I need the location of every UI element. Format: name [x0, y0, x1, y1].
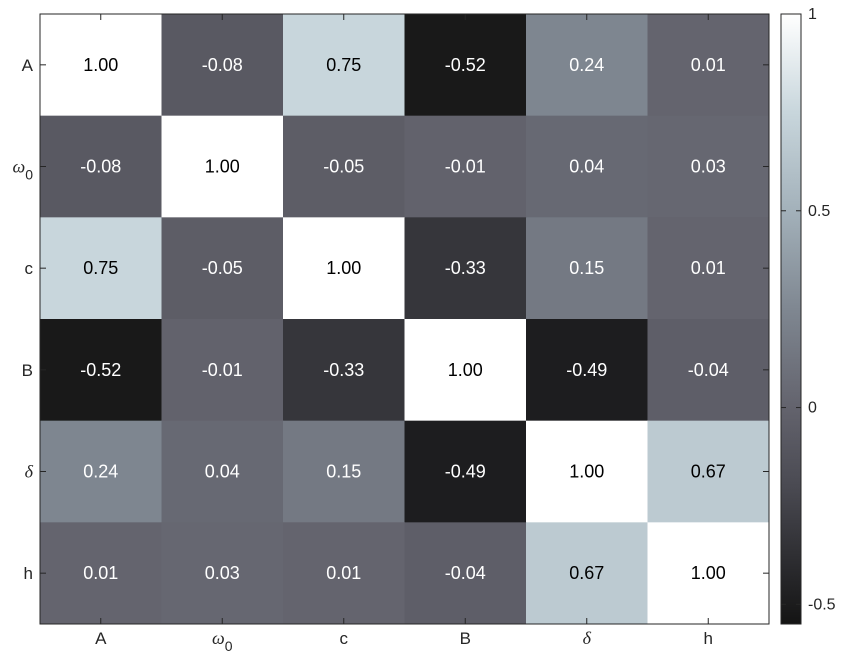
- cell-value-label: 0.01: [83, 563, 118, 583]
- cell-value-label: 0.01: [326, 563, 361, 583]
- cell-value-label: -0.05: [202, 258, 243, 278]
- heatmap-cell: [526, 420, 648, 523]
- colorbar-tick-label: 0.5: [808, 203, 830, 220]
- heatmap-cell: [161, 420, 284, 523]
- cell-value-label: 1.00: [205, 157, 240, 177]
- cell-value-label: -0.01: [445, 157, 486, 177]
- heatmap-cell: [161, 217, 284, 320]
- heatmap-cell: [526, 115, 648, 218]
- cell-value-label: 0.24: [83, 462, 118, 482]
- tick-label: B: [460, 629, 471, 648]
- cell-value-label: 1.00: [691, 563, 726, 583]
- heatmap-cell: [526, 522, 648, 625]
- heatmap-cell: [404, 217, 527, 320]
- plot-frame: [39, 13, 770, 625]
- tick-label: A: [95, 629, 107, 648]
- cell-value-label: 0.67: [569, 563, 604, 583]
- cell-value-label: -0.52: [80, 360, 121, 380]
- tick-label: ω0: [212, 628, 233, 654]
- heatmap-cell: [526, 14, 648, 117]
- cell-value-label: 0.04: [205, 462, 240, 482]
- heatmap-cell: [647, 14, 770, 117]
- heatmap-cells: 1.00 -0.08 0.75 -0.52 0.24 0.01 -0.08 1.00 -0.05…: [40, 14, 770, 625]
- cell-value-label: -0.04: [445, 563, 486, 583]
- tick-label: c: [25, 259, 34, 278]
- cell-value-label: 1.00: [83, 55, 118, 75]
- cell-value-label: 0.75: [83, 258, 118, 278]
- cell-value-label: -0.08: [80, 157, 121, 177]
- cell-value-label: -0.52: [445, 55, 486, 75]
- heatmap-cell: [404, 319, 527, 422]
- cell-value-label: 0.01: [691, 258, 726, 278]
- heatmap-cell: [404, 420, 527, 523]
- cell-value-label: -0.04: [688, 360, 729, 380]
- cell-value-label: 1.00: [326, 258, 361, 278]
- heatmap-cell: [161, 14, 284, 117]
- heatmap-cell: [283, 420, 405, 523]
- heatmap-cell: [283, 319, 405, 422]
- cell-value-label: 0.75: [326, 55, 361, 75]
- heatmap-cell: [647, 115, 770, 218]
- colorbar-tick-label: -0.5: [808, 596, 836, 613]
- tick-label: B: [22, 361, 33, 380]
- heatmap-cell: [647, 522, 770, 625]
- colorbar-ticks: -0.5 0 0.5 1: [781, 6, 836, 613]
- heatmap-cell: [404, 115, 527, 218]
- heatmap-cell: [647, 217, 770, 320]
- heatmap-cell: [161, 115, 284, 218]
- heatmap-cell: [404, 522, 527, 625]
- heatmap-cell: [40, 420, 162, 523]
- cell-value-label: 1.00: [569, 462, 604, 482]
- tick-label: δ: [25, 462, 34, 482]
- cell-value-label: 0.03: [691, 157, 726, 177]
- cell-value-label: -0.33: [445, 258, 486, 278]
- cell-value-label: 0.67: [691, 462, 726, 482]
- cell-value-label: -0.49: [445, 462, 486, 482]
- heatmap-cell: [40, 319, 162, 422]
- heatmap-cell: [283, 522, 405, 625]
- y-axis-ticks: Aω0 c Bδ h: [12, 56, 769, 583]
- cell-value-label: 0.01: [691, 55, 726, 75]
- cell-value-label: -0.05: [323, 157, 364, 177]
- cell-value-label: -0.01: [202, 360, 243, 380]
- heatmap-cell: [404, 14, 527, 117]
- colorbar-tick-label: 1: [808, 6, 817, 23]
- cell-value-label: -0.49: [566, 360, 607, 380]
- heatmap-cell: [161, 522, 284, 625]
- heatmap-cell: [283, 217, 405, 320]
- cell-value-label: 0.15: [326, 462, 361, 482]
- cell-value-label: 0.04: [569, 157, 604, 177]
- colorbar-gradient: [780, 13, 802, 625]
- cell-value-label: -0.08: [202, 55, 243, 75]
- heatmap-cell: [40, 115, 162, 218]
- heatmap-cell: [283, 115, 405, 218]
- heatmap-cell: [526, 217, 648, 320]
- heatmap-cell: [647, 420, 770, 523]
- heatmap-cell: [40, 217, 162, 320]
- cell-value-label: 0.15: [569, 258, 604, 278]
- tick-label: h: [704, 629, 713, 648]
- tick-label: h: [24, 564, 33, 583]
- heatmap-cell: [283, 14, 405, 117]
- cell-value-label: -0.33: [323, 360, 364, 380]
- heatmap-cell: [40, 14, 162, 117]
- colorbar: -0.5 0 0.5 1: [780, 6, 836, 625]
- heatmap-cell: [526, 319, 648, 422]
- colorbar-tick-label: 0: [808, 400, 817, 417]
- tick-label: c: [340, 629, 349, 648]
- cell-value-label: 0.24: [569, 55, 604, 75]
- cell-value-label: 0.03: [205, 563, 240, 583]
- tick-label: ω0: [12, 157, 33, 183]
- tick-label: A: [22, 56, 34, 75]
- heatmap-cell: [647, 319, 770, 422]
- heatmap-cell: [161, 319, 284, 422]
- cell-value-label: 1.00: [448, 360, 483, 380]
- tick-label: δ: [583, 628, 592, 648]
- heatmap-cell: [40, 522, 162, 625]
